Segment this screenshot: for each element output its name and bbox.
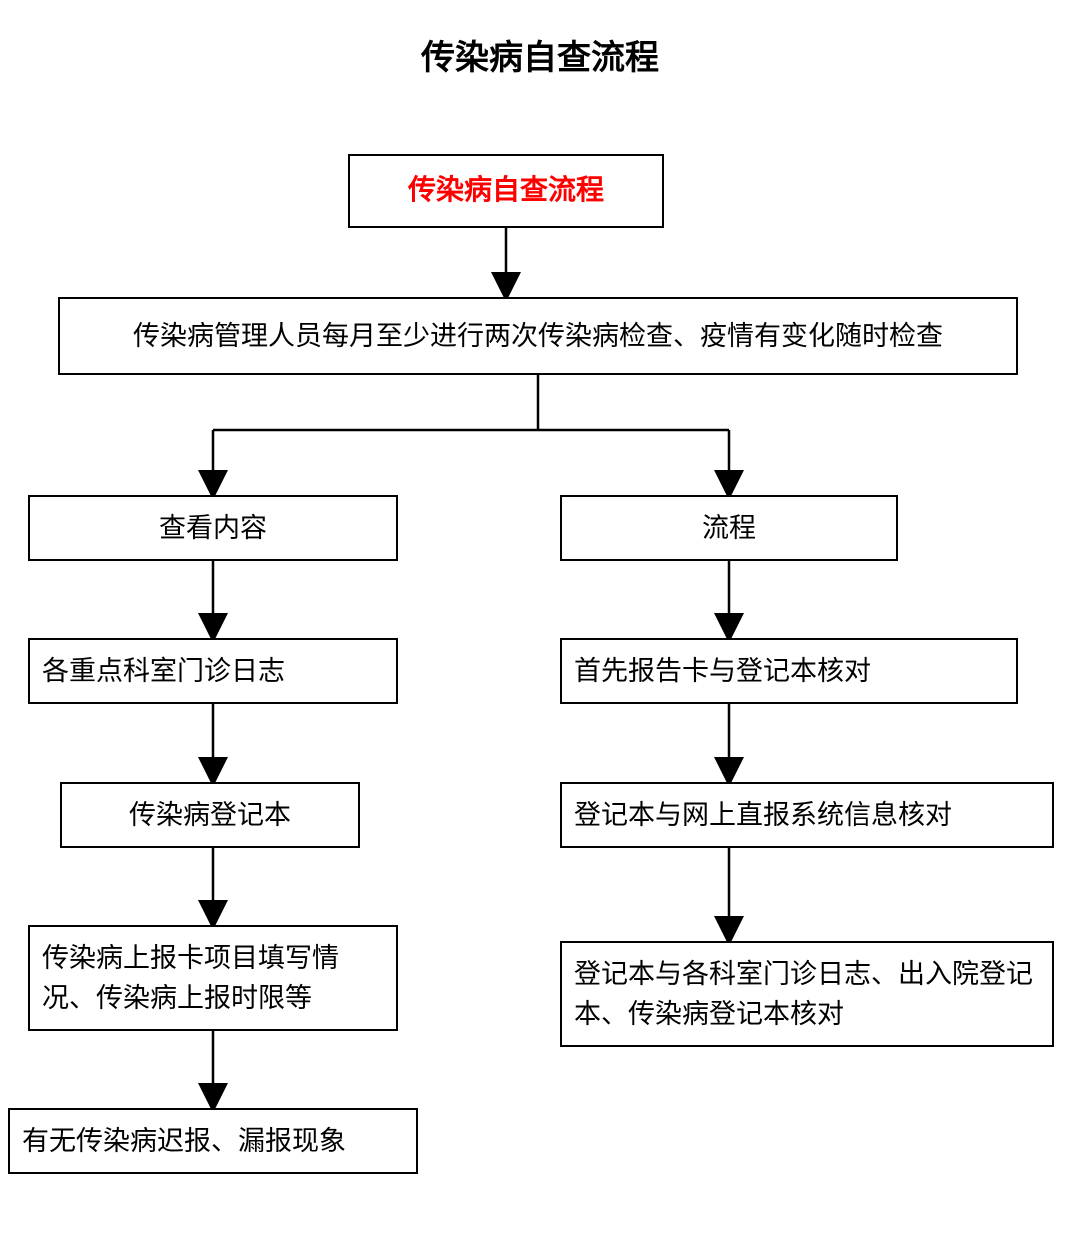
flowchart-node-n9: 传染病上报卡项目填写情况、传染病上报时限等: [28, 925, 398, 1031]
flowchart-node-n6: 首先报告卡与登记本核对: [560, 638, 1018, 704]
flowchart-node-n4: 流程: [560, 495, 898, 561]
flowchart-node-n11: 有无传染病迟报、漏报现象: [8, 1108, 418, 1174]
flowchart-node-n5: 各重点科室门诊日志: [28, 638, 398, 704]
flowchart-node-n10: 登记本与各科室门诊日志、出入院登记本、传染病登记本核对: [560, 941, 1054, 1047]
flowchart-node-n3: 查看内容: [28, 495, 398, 561]
flowchart-node-n1: 传染病自查流程: [348, 154, 664, 228]
page-title: 传染病自查流程: [0, 30, 1080, 79]
flowchart-node-n2: 传染病管理人员每月至少进行两次传染病检查、疫情有变化随时检查: [58, 297, 1018, 375]
flowchart-node-n8: 登记本与网上直报系统信息核对: [560, 782, 1054, 848]
flowchart-node-n7: 传染病登记本: [60, 782, 360, 848]
